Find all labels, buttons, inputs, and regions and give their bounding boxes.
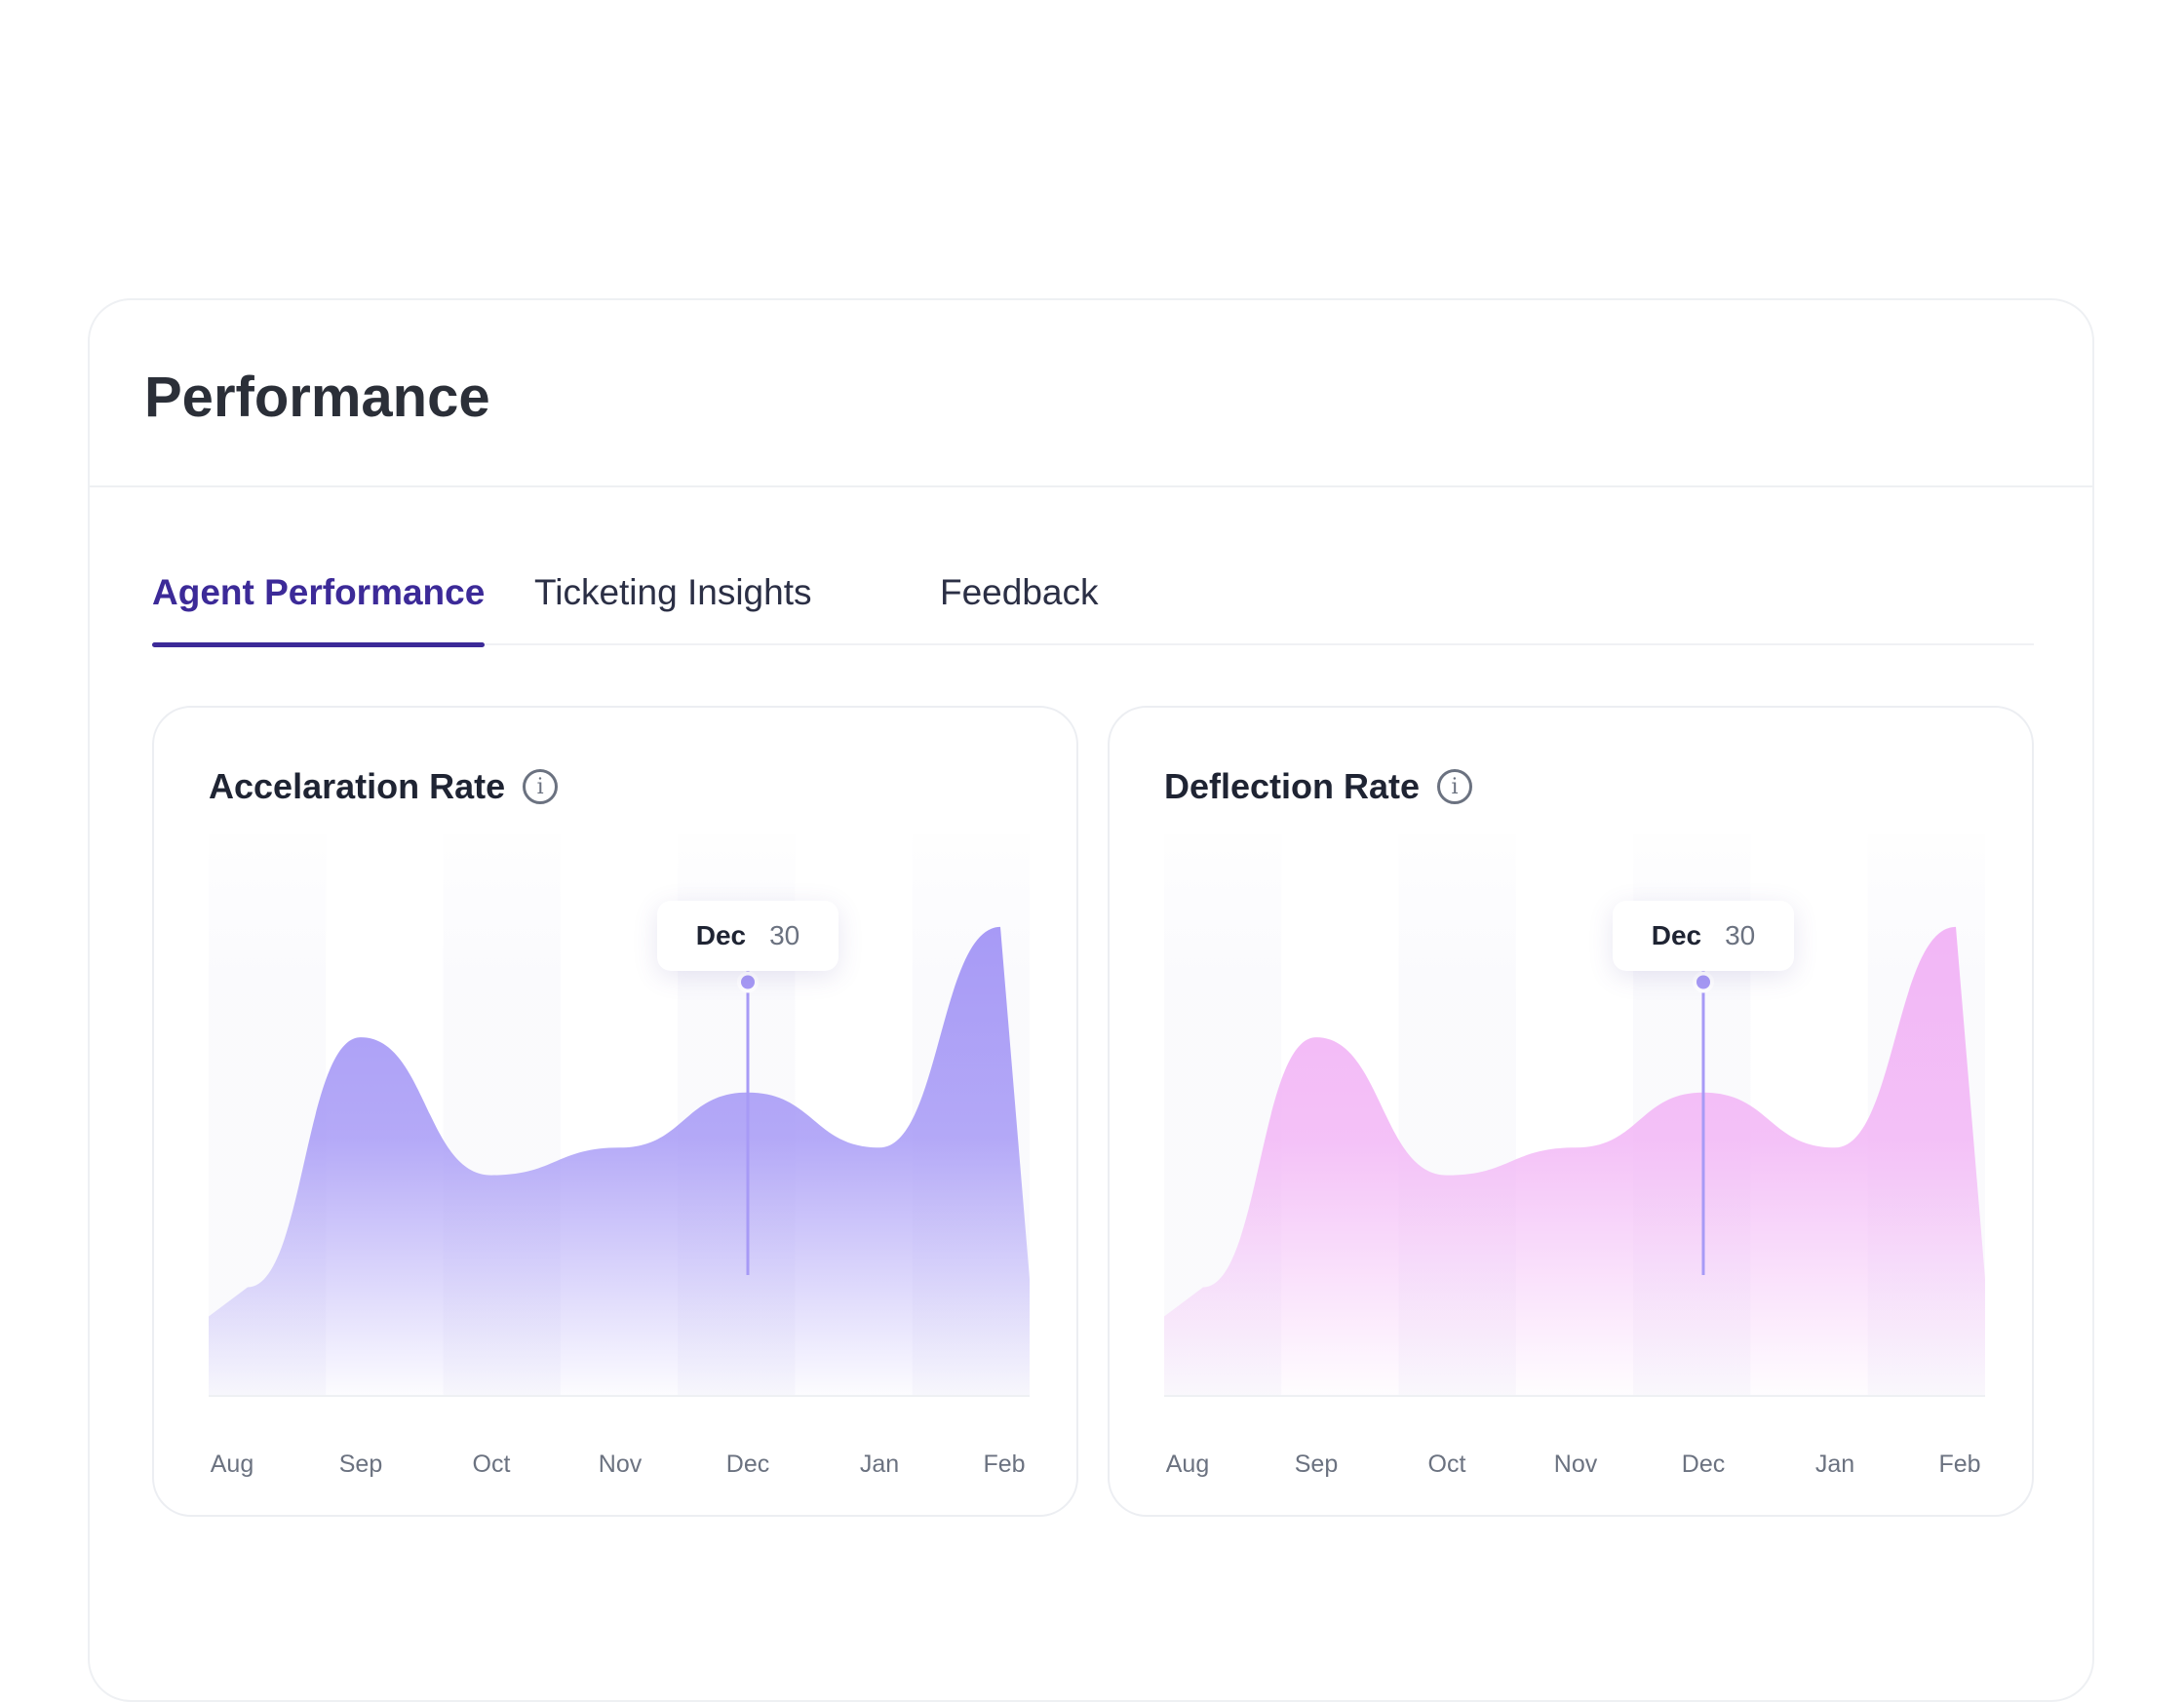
tab-ticketing-insights[interactable]: Ticketing Insights — [534, 572, 812, 612]
chart-tooltip: Dec 30 — [657, 901, 838, 971]
x-axis-label: Aug — [210, 1451, 254, 1478]
tooltip-month: Dec — [1651, 920, 1702, 950]
tab-feedback[interactable]: Feedback — [940, 572, 1099, 612]
x-axis-label: Jan — [859, 1451, 900, 1478]
x-axis-label: Dec — [1681, 1451, 1726, 1478]
tab-bar: Agent Performance Ticketing Insights Fee… — [152, 563, 2034, 647]
x-axis-label: Aug — [1165, 1451, 1210, 1478]
x-axis-label: Sep — [338, 1451, 383, 1478]
tooltip-value: 30 — [1725, 920, 1756, 950]
x-axis-label: Jan — [1814, 1451, 1855, 1478]
info-icon[interactable]: i — [523, 769, 559, 804]
deflection-rate-chart — [1164, 834, 1985, 1397]
tooltip-value: 30 — [769, 920, 800, 950]
x-axis-label: Nov — [598, 1451, 643, 1478]
card-title: Deflection Rate i — [1164, 766, 1473, 807]
acceleration-rate-chart — [209, 834, 1030, 1397]
x-axis-label: Oct — [472, 1451, 511, 1478]
card-title: Accelaration Rate i — [209, 766, 559, 807]
card-title-text: Deflection Rate — [1164, 766, 1421, 806]
chart-tooltip: Dec 30 — [1613, 901, 1794, 971]
x-axis-label: Oct — [1427, 1451, 1466, 1478]
x-axis-label: Nov — [1553, 1451, 1598, 1478]
performance-panel: Performance Agent Performance Ticketing … — [88, 298, 2094, 1702]
panel-header: Performance — [90, 300, 2092, 487]
x-axis-label: Sep — [1294, 1451, 1339, 1478]
deflection-rate-card: Deflection Rate i Dec 30 Aug Sep Oct Nov… — [1108, 706, 2034, 1517]
x-axis-label: Feb — [1938, 1451, 1981, 1478]
tooltip-month: Dec — [695, 920, 747, 950]
highlight-point[interactable] — [1693, 971, 1714, 993]
chart-area-series — [209, 926, 1030, 1396]
tab-agent-performance[interactable]: Agent Performance — [152, 563, 486, 647]
x-axis-label: Dec — [725, 1451, 770, 1478]
acceleration-rate-card: Accelaration Rate i Dec 30 Aug Sep Oct N… — [152, 706, 1078, 1517]
info-icon[interactable]: i — [1437, 769, 1473, 804]
chart-area-series — [1164, 926, 1985, 1396]
x-axis-label: Feb — [983, 1451, 1026, 1478]
card-title-text: Accelaration Rate — [209, 766, 506, 806]
highlight-point[interactable] — [737, 971, 759, 993]
page-title: Performance — [144, 366, 490, 429]
